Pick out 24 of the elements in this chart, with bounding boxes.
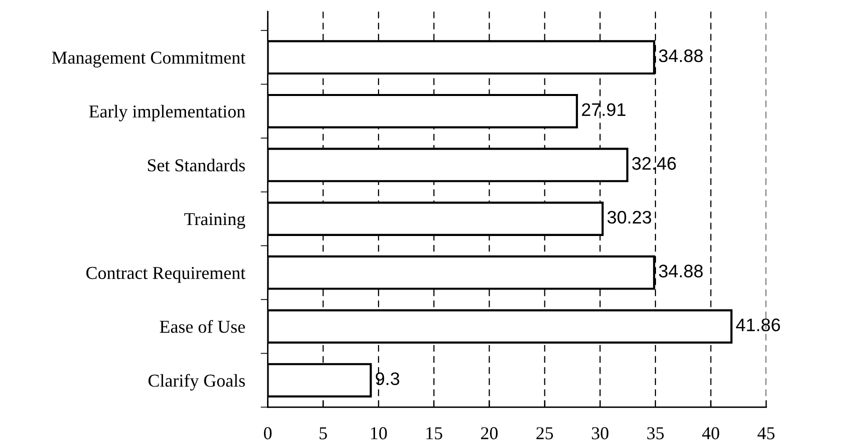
- y-tick-label: Training: [184, 213, 246, 229]
- data-label: 34.88: [658, 49, 703, 62]
- y-tick-label: Set Standards: [148, 158, 245, 172]
- data-label: 34.88: [658, 264, 703, 278]
- x-tick-label: 30: [592, 427, 608, 440]
- x-tick-label: 20: [481, 427, 498, 440]
- x-tick-label: 15: [426, 427, 442, 440]
- data-label: 32.46: [632, 157, 676, 170]
- y-tick-label: Contract Requirement: [86, 266, 246, 283]
- x-tick-label: 45: [758, 427, 775, 440]
- x-tick-label: 5: [320, 427, 327, 440]
- y-tick-label: Clarify Goals: [148, 374, 245, 391]
- x-tick-label: 40: [702, 427, 720, 440]
- y-tick-label: Management Commitment: [52, 52, 246, 68]
- data-label: 30.23: [607, 210, 652, 224]
- x-tick-label: 25: [536, 427, 554, 440]
- data-label: 41.86: [736, 318, 780, 332]
- x-tick-label: 10: [371, 427, 387, 440]
- data-label: 9.3: [376, 372, 400, 386]
- y-tick-label: Ease of Use: [160, 320, 245, 333]
- x-tick-label: 35: [647, 427, 664, 440]
- data-label: 27.91: [582, 103, 626, 116]
- x-tick-label: 0: [264, 427, 272, 440]
- y-tick-label: Early implementation: [89, 104, 246, 122]
